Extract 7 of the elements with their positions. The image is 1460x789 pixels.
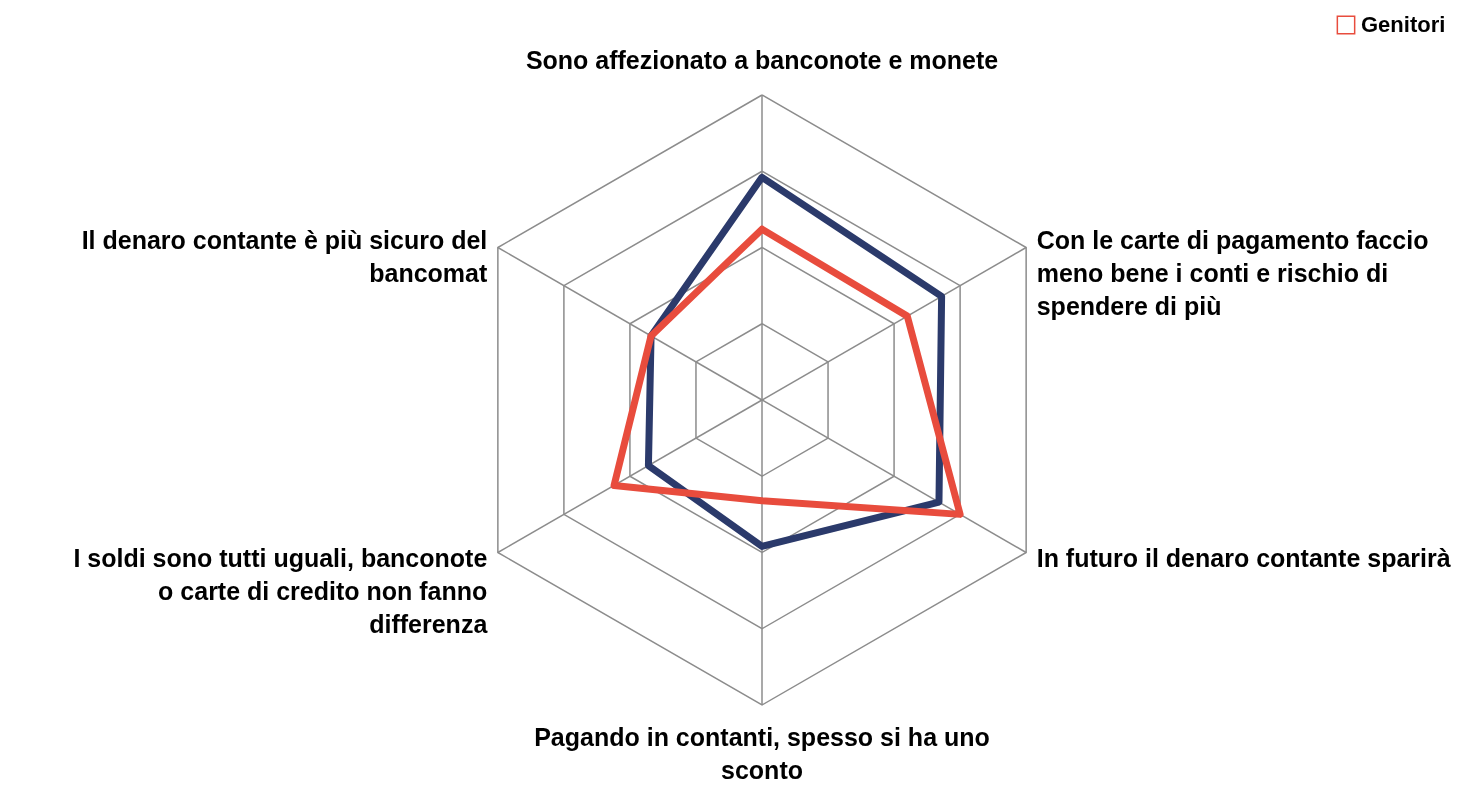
spoke-label: Sono affezionato a banconote e monete <box>525 45 999 74</box>
spoke-label: In futuro il denaro contante sparirà <box>1036 543 1451 572</box>
legend-label: Genitori <box>1361 12 1446 37</box>
spoke-label: I soldi sono tutti uguali, banconote o carte di credito non fanno differenza <box>73 543 489 638</box>
spoke-label: Con le carte di pagamento faccio meno bene i conti e rischio di spendere di più <box>1036 226 1429 321</box>
spoke-label: Pagando in contanti, spesso si ha uno sconto <box>534 723 990 785</box>
spoke-label: Il denaro contante è più sicuro del bancomat <box>81 226 488 288</box>
